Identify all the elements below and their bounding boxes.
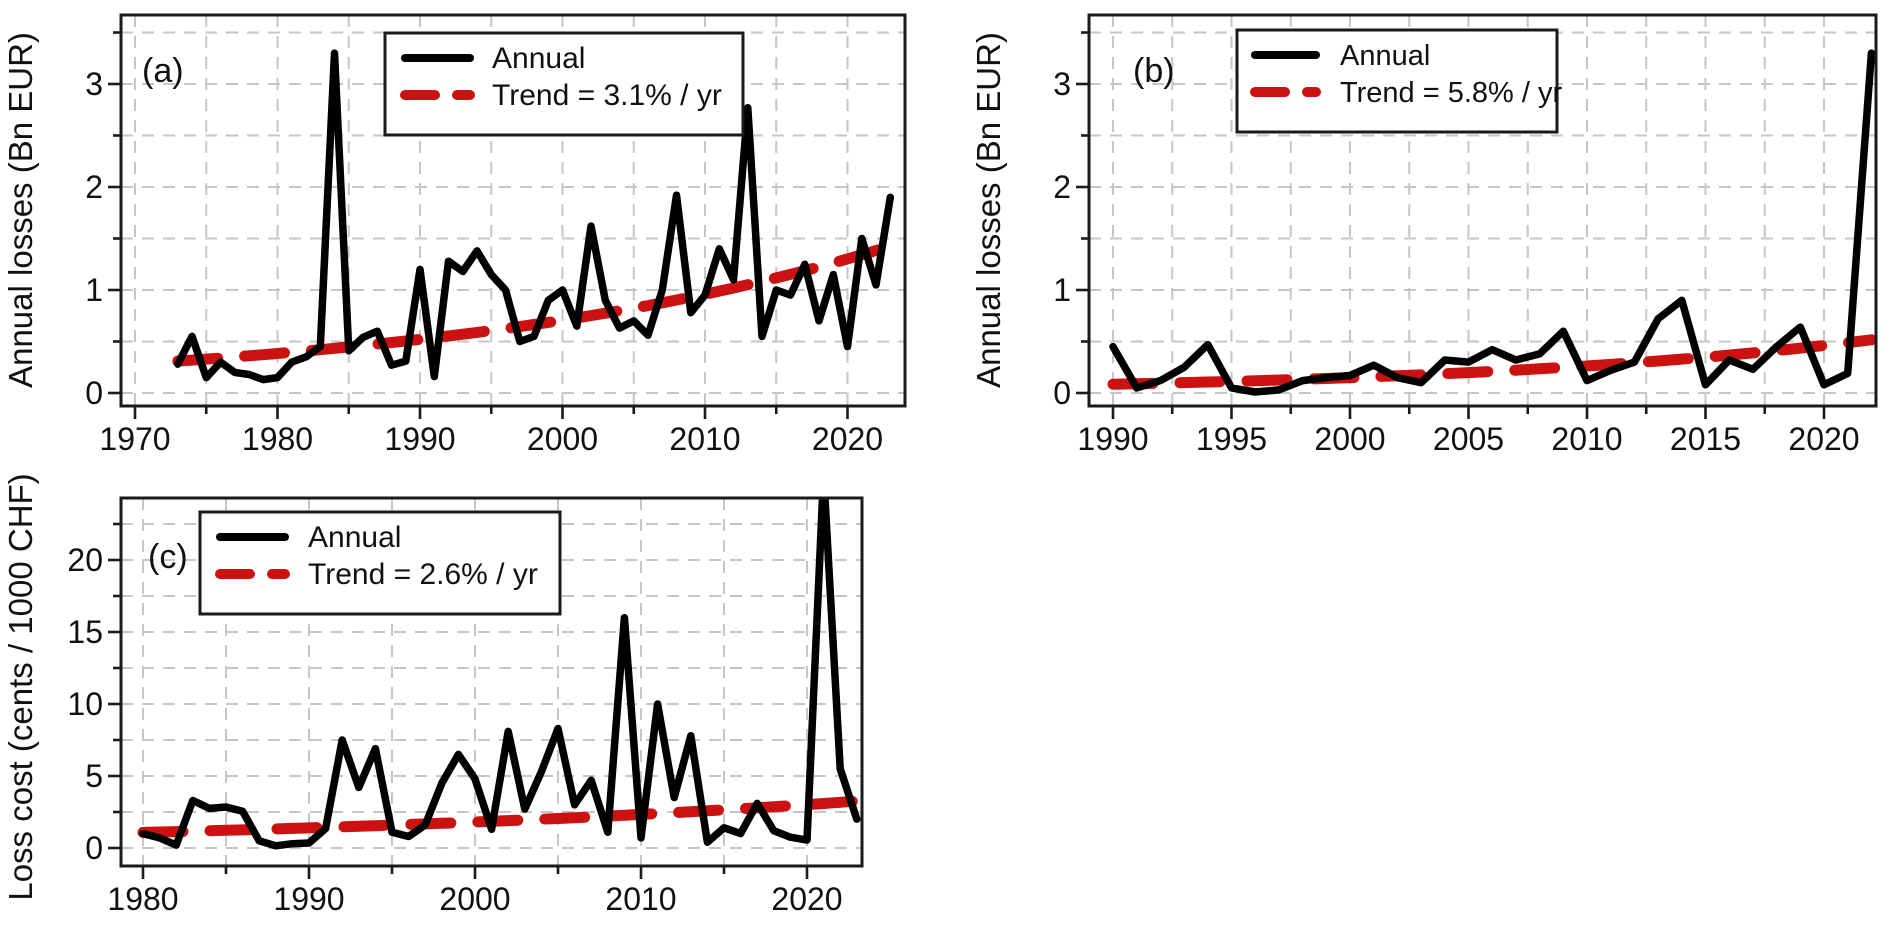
y-tick-label: 10 xyxy=(67,686,103,722)
legend-b: Annual Trend = 5.8% / yr xyxy=(1235,28,1563,134)
x-tick-label: 2000 xyxy=(439,881,510,917)
grid-a xyxy=(121,15,905,406)
x-tick-label: 1970 xyxy=(99,421,170,457)
panel-letter-b: (b) xyxy=(1133,52,1175,90)
y-tick-label: 2 xyxy=(85,169,103,205)
y-axis-title-a: Annual losses (Bn EUR) xyxy=(2,32,39,388)
plot-border-a xyxy=(119,13,907,408)
x-tick-label: 2010 xyxy=(1551,421,1622,457)
axis-ticks-c xyxy=(108,522,809,879)
tick-labels-b: 1990 1995 2000 2005 2010 2015 2020 0 1 2 3 xyxy=(1053,66,1859,457)
legend-c: Annual Trend = 2.6% / yr xyxy=(198,510,562,616)
legend-trend-label: Trend = 2.6% / yr xyxy=(308,558,538,591)
panel-letter-c: (c) xyxy=(148,538,188,576)
legend-annual-label: Annual xyxy=(492,42,585,75)
plot-border-b xyxy=(1087,13,1878,408)
x-tick-label: 2020 xyxy=(771,881,842,917)
y-tick-label: 1 xyxy=(85,272,103,308)
axis-ticks-b xyxy=(1076,31,1826,419)
y-tick-label: 1 xyxy=(1053,272,1071,308)
y-tick-label: 3 xyxy=(1053,66,1071,102)
legend-box xyxy=(198,510,562,616)
x-tick-label: 1990 xyxy=(1077,421,1148,457)
legend-trend-label: Trend = 3.1% / yr xyxy=(492,79,722,112)
y-tick-label: 0 xyxy=(1053,375,1071,411)
x-tick-label: 2010 xyxy=(669,421,740,457)
annual-line-b xyxy=(1109,49,1876,396)
legend-a: Annual Trend = 3.1% / yr xyxy=(383,31,745,137)
grid-c xyxy=(121,498,862,866)
x-tick-label: 1990 xyxy=(273,881,344,917)
y-tick-label: 15 xyxy=(67,614,103,650)
y-tick-label: 20 xyxy=(67,542,103,578)
y-axis-title-b: Annual losses (Bn EUR) xyxy=(970,32,1007,388)
x-tick-label: 2010 xyxy=(605,881,676,917)
legend-annual-label: Annual xyxy=(1340,40,1430,72)
y-tick-label: 0 xyxy=(85,830,103,866)
plot-border-c xyxy=(119,496,864,868)
trend-line-c xyxy=(137,795,862,838)
x-tick-label: 1980 xyxy=(107,881,178,917)
x-tick-label: 2000 xyxy=(1314,421,1385,457)
panel-b: Annual Trend = 5.8% / yr 1990 1995 2000 2005 2… xyxy=(970,13,1878,457)
trend-line-a xyxy=(172,240,896,367)
tick-labels-c: 1980 1990 2000 2010 2020 0 5 10 15 20 xyxy=(67,542,842,917)
x-tick-label: 2020 xyxy=(812,421,883,457)
x-tick-label: 2020 xyxy=(1788,421,1859,457)
legend-annual-label: Annual xyxy=(308,521,401,554)
y-tick-label: 0 xyxy=(85,375,103,411)
trend-line-b xyxy=(1107,334,1876,390)
y-tick-label: 2 xyxy=(1053,169,1071,205)
y-axis-title-c: Loss cost (cents / 1000 CHF) xyxy=(2,473,39,900)
x-tick-label: 2005 xyxy=(1433,421,1504,457)
y-tick-label: 5 xyxy=(85,758,103,794)
x-tick-label: 2015 xyxy=(1670,421,1741,457)
annual-line-c xyxy=(139,498,861,850)
x-tick-label: 1995 xyxy=(1196,421,1267,457)
legend-box xyxy=(383,31,745,137)
axis-ticks-a xyxy=(108,31,849,419)
legend-trend-label: Trend = 5.8% / yr xyxy=(1340,77,1563,109)
annual-line-a xyxy=(174,49,895,384)
panel-a: Annual Trend = 3.1% / yr 1970 1980 1990 2000 2… xyxy=(2,13,907,457)
panel-letter-a: (a) xyxy=(142,52,184,90)
y-tick-label: 3 xyxy=(85,66,103,102)
x-tick-label: 1980 xyxy=(242,421,313,457)
tick-labels-a: 1970 1980 1990 2000 2010 2020 0 1 2 3 xyxy=(85,66,883,457)
x-tick-label: 1990 xyxy=(384,421,455,457)
legend-box xyxy=(1235,28,1559,134)
x-tick-label: 2000 xyxy=(527,421,598,457)
